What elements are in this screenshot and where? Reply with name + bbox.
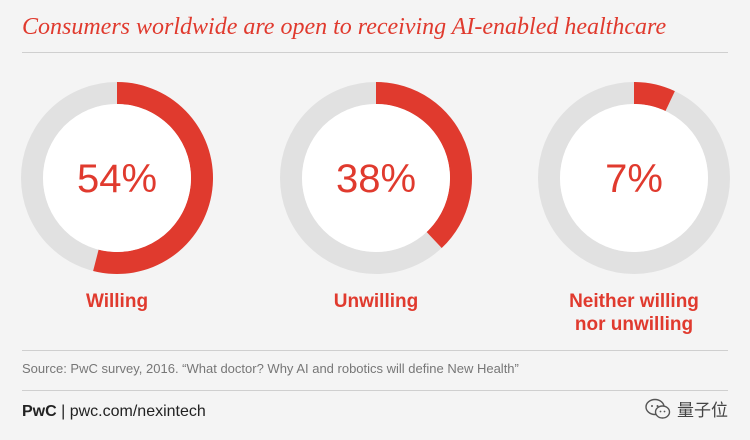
donut-center-neither	[560, 104, 708, 252]
donut-value-neither: 7%	[605, 157, 663, 201]
title-divider	[22, 52, 728, 53]
donut-segment-willing	[93, 82, 213, 275]
donut-center-unwilling	[302, 104, 450, 252]
footer-separator: |	[56, 403, 70, 420]
footer-divider	[22, 390, 728, 391]
label-neither: Neither willing nor unwilling	[524, 290, 744, 336]
source-note: Source: PwC survey, 2016. “What doctor? …	[22, 361, 519, 376]
label-neither-line2: nor unwilling	[574, 314, 694, 335]
chart-title: Consumers worldwide are open to receivin…	[22, 14, 667, 40]
label-unwilling: Unwilling	[333, 291, 419, 312]
footer: PwC | pwc.com/nexintech	[22, 403, 206, 421]
watermark-text: 量子位	[677, 401, 728, 421]
footer-url[interactable]: pwc.com/nexintech	[69, 403, 206, 420]
source-divider	[22, 350, 728, 351]
donut-segment-unwilling	[376, 82, 472, 248]
wechat-icon	[645, 398, 671, 419]
watermark: 量子位	[645, 396, 728, 421]
donut-center-willing	[43, 104, 191, 252]
footer-brand: PwC	[22, 403, 57, 420]
donut-segment-neither	[634, 82, 675, 112]
donut-value-unwilling: 38%	[336, 157, 416, 201]
donut-value-willing: 54%	[77, 157, 157, 201]
label-willing: Willing	[85, 291, 149, 312]
label-neither-line1: Neither willing	[569, 291, 699, 312]
